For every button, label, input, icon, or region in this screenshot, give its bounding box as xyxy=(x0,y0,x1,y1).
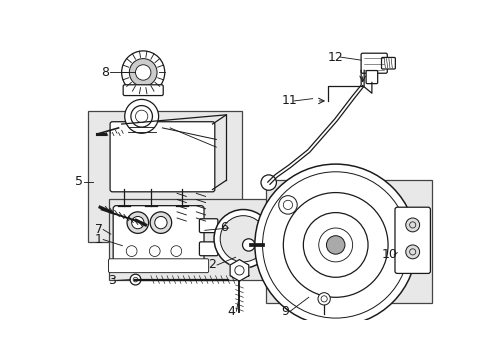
Text: 8: 8 xyxy=(101,66,109,79)
FancyBboxPatch shape xyxy=(113,206,203,270)
FancyBboxPatch shape xyxy=(123,85,163,95)
Text: 7: 7 xyxy=(94,223,102,236)
FancyBboxPatch shape xyxy=(182,206,195,222)
Polygon shape xyxy=(230,260,248,281)
Circle shape xyxy=(326,236,344,254)
FancyBboxPatch shape xyxy=(199,219,218,233)
FancyBboxPatch shape xyxy=(108,259,208,273)
FancyBboxPatch shape xyxy=(394,207,429,274)
Circle shape xyxy=(214,210,272,268)
Circle shape xyxy=(135,65,151,80)
Circle shape xyxy=(154,216,167,229)
Text: 12: 12 xyxy=(327,50,343,64)
FancyBboxPatch shape xyxy=(110,122,214,192)
Circle shape xyxy=(150,212,171,233)
Circle shape xyxy=(254,164,416,326)
Text: 6: 6 xyxy=(220,221,227,234)
Circle shape xyxy=(127,212,148,233)
Circle shape xyxy=(220,216,266,262)
Circle shape xyxy=(278,195,297,214)
Circle shape xyxy=(405,218,419,232)
Circle shape xyxy=(122,51,164,94)
Circle shape xyxy=(261,175,276,190)
Text: 2: 2 xyxy=(208,258,216,271)
Text: 1: 1 xyxy=(94,233,102,246)
FancyBboxPatch shape xyxy=(360,53,386,73)
FancyBboxPatch shape xyxy=(203,206,216,222)
Circle shape xyxy=(124,99,158,133)
Text: 11: 11 xyxy=(281,94,297,107)
FancyBboxPatch shape xyxy=(200,202,220,228)
Circle shape xyxy=(405,245,419,259)
Circle shape xyxy=(242,239,254,251)
Text: 9: 9 xyxy=(281,305,289,318)
Text: 3: 3 xyxy=(108,274,116,287)
FancyBboxPatch shape xyxy=(178,202,198,228)
Circle shape xyxy=(131,216,143,229)
Circle shape xyxy=(129,59,157,86)
Text: 4: 4 xyxy=(227,305,235,318)
Text: 10: 10 xyxy=(381,248,397,261)
FancyBboxPatch shape xyxy=(199,242,218,256)
Bar xyxy=(266,180,431,303)
FancyBboxPatch shape xyxy=(381,58,395,69)
Text: 5: 5 xyxy=(75,175,83,188)
Bar xyxy=(87,111,241,242)
Circle shape xyxy=(130,274,141,285)
FancyBboxPatch shape xyxy=(366,71,377,84)
Circle shape xyxy=(317,293,329,305)
Bar xyxy=(108,199,270,280)
